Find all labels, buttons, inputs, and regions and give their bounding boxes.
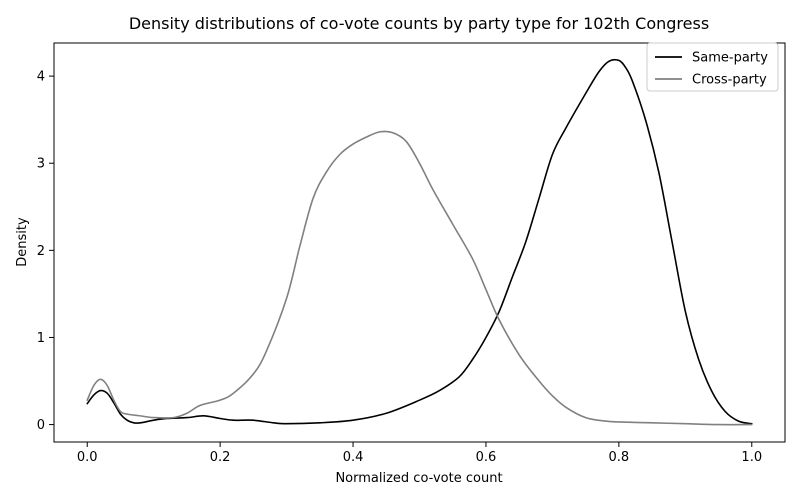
y-tick-label: 3 xyxy=(37,157,45,172)
x-tick-label: 0.6 xyxy=(476,450,497,465)
legend: Same-party Cross-party xyxy=(646,42,779,92)
y-tick-label: 2 xyxy=(37,244,45,259)
legend-label: Same-party xyxy=(692,51,768,66)
chart-title: Density distributions of co-vote counts … xyxy=(129,14,709,33)
x-tick-label: 0.8 xyxy=(609,450,630,465)
plot-area xyxy=(86,58,753,426)
series-line-cross-party xyxy=(86,130,753,426)
x-tick-label: 1.0 xyxy=(741,450,762,465)
x-tick-label: 0.2 xyxy=(210,450,231,465)
x-tick-label: 0.0 xyxy=(77,450,98,465)
y-axis-ticks: 0 1 2 3 4 xyxy=(37,70,54,433)
legend-label: Cross-party xyxy=(692,73,767,88)
x-axis-ticks: 0.0 0.2 0.4 0.6 0.8 1.0 xyxy=(77,442,762,465)
x-tick-label: 0.4 xyxy=(343,450,364,465)
y-tick-label: 4 xyxy=(37,70,45,85)
y-axis-label: Density xyxy=(15,217,30,267)
y-tick-label: 1 xyxy=(37,331,45,346)
x-axis-label: Normalized co-vote count xyxy=(335,471,502,486)
plot-frame xyxy=(53,42,786,443)
y-tick-label: 0 xyxy=(37,418,45,433)
series-line-same-party xyxy=(86,58,753,425)
